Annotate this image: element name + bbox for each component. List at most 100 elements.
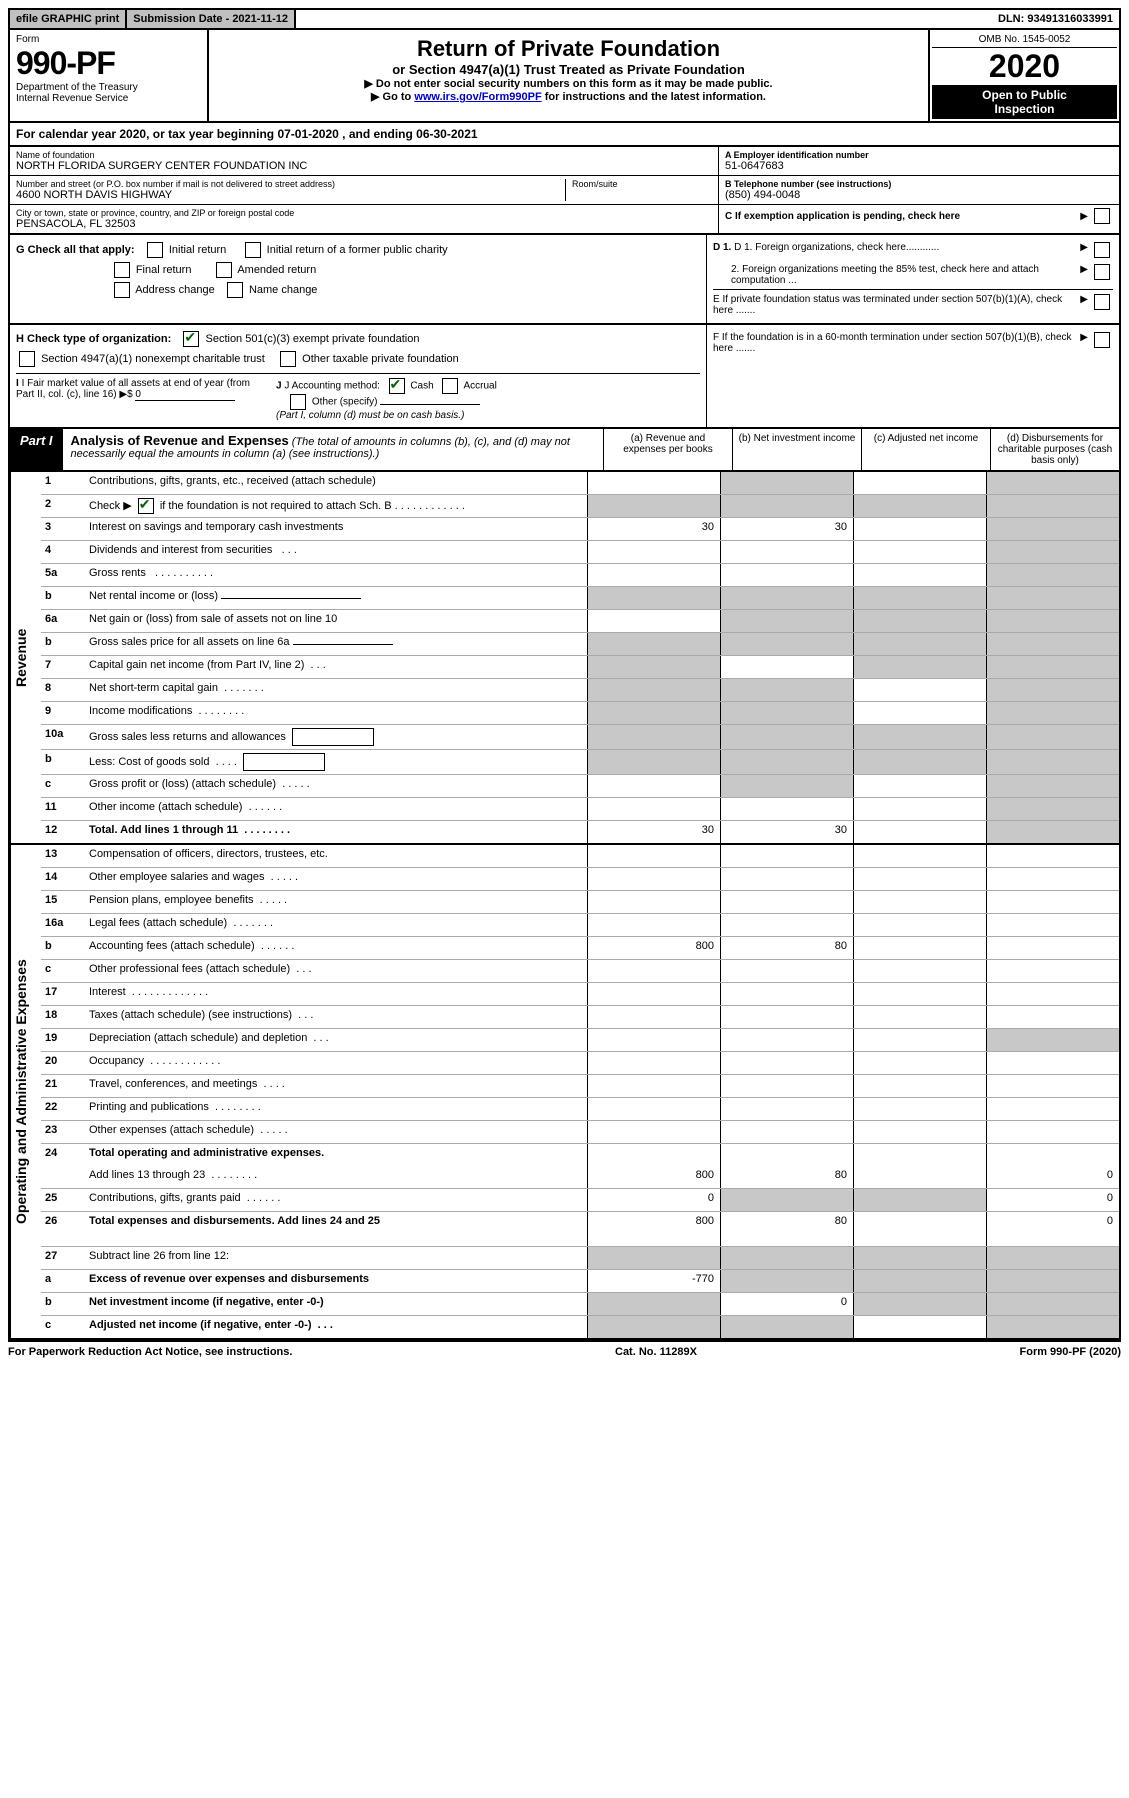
col-b-header: (b) Net investment income bbox=[732, 429, 861, 470]
d2-checkbox[interactable] bbox=[1094, 264, 1110, 280]
ij-row: I I Fair market value of all assets at e… bbox=[16, 373, 700, 421]
instr-pre: ▶ Go to bbox=[371, 91, 414, 103]
table-row: 15Pension plans, employee benefits . . .… bbox=[41, 891, 1119, 914]
header-left: Form 990-PF Department of the Treasury I… bbox=[10, 30, 209, 121]
table-row: 13Compensation of officers, directors, t… bbox=[41, 845, 1119, 868]
table-row: 22Printing and publications . . . . . . … bbox=[41, 1098, 1119, 1121]
table-row: 26Total expenses and disbursements. Add … bbox=[41, 1212, 1119, 1247]
calendar-year: For calendar year 2020, or tax year begi… bbox=[8, 123, 1121, 147]
exemption-checkbox[interactable] bbox=[1094, 208, 1110, 224]
open-public: Open to PublicInspection bbox=[932, 85, 1117, 119]
header-right: OMB No. 1545-0052 2020 Open to PublicIns… bbox=[928, 30, 1119, 121]
d1-checkbox[interactable] bbox=[1094, 242, 1110, 258]
instr-link-row: ▶ Go to www.irs.gov/Form990PF for instru… bbox=[215, 90, 922, 103]
table-row: 19Depreciation (attach schedule) and dep… bbox=[41, 1029, 1119, 1052]
expenses-table: Operating and Administrative Expenses 13… bbox=[8, 845, 1121, 1340]
tax-year: 2020 bbox=[932, 48, 1117, 85]
fmv-value: 0 bbox=[135, 389, 235, 401]
accrual-checkbox[interactable] bbox=[442, 378, 458, 394]
form-word: Form bbox=[16, 34, 201, 45]
h-501-checkbox[interactable] bbox=[183, 331, 199, 347]
name-change-checkbox[interactable] bbox=[227, 282, 243, 298]
check-section-g: G Check all that apply: Initial return I… bbox=[8, 235, 1121, 325]
foundation-name-cell: Name of foundation NORTH FLORIDA SURGERY… bbox=[10, 147, 718, 176]
arrow-icon: ▶ bbox=[1080, 211, 1088, 222]
table-row: 1Contributions, gifts, grants, etc., rec… bbox=[41, 472, 1119, 495]
schb-checkbox[interactable] bbox=[138, 498, 154, 514]
telephone-cell: B Telephone number (see instructions) (8… bbox=[719, 176, 1119, 205]
table-row: 27Subtract line 26 from line 12: bbox=[41, 1247, 1119, 1270]
table-row: 3Interest on savings and temporary cash … bbox=[41, 518, 1119, 541]
cash-checkbox[interactable] bbox=[389, 378, 405, 394]
table-row: bNet rental income or (loss) bbox=[41, 587, 1119, 610]
g-label: G Check all that apply: bbox=[16, 244, 135, 256]
address-change-checkbox[interactable] bbox=[114, 282, 130, 298]
table-row: cAdjusted net income (if negative, enter… bbox=[41, 1316, 1119, 1338]
table-row: 20Occupancy . . . . . . . . . . . . bbox=[41, 1052, 1119, 1075]
table-row: 8Net short-term capital gain . . . . . .… bbox=[41, 679, 1119, 702]
revenue-table: Revenue 1Contributions, gifts, grants, e… bbox=[8, 472, 1121, 845]
e-checkbox[interactable] bbox=[1094, 294, 1110, 310]
irs: Internal Revenue Service bbox=[16, 93, 201, 104]
table-row: 10aGross sales less returns and allowanc… bbox=[41, 725, 1119, 750]
table-row: 16aLegal fees (attach schedule) . . . . … bbox=[41, 914, 1119, 937]
form-subtitle: or Section 4947(a)(1) Trust Treated as P… bbox=[215, 62, 922, 77]
omb-number: OMB No. 1545-0052 bbox=[932, 32, 1117, 48]
e-row: E If private foundation status was termi… bbox=[713, 289, 1113, 319]
revenue-side-label: Revenue bbox=[10, 472, 41, 843]
table-row: cOther professional fees (attach schedul… bbox=[41, 960, 1119, 983]
initial-return-checkbox[interactable] bbox=[147, 242, 163, 258]
dln: DLN: 93491316033991 bbox=[992, 10, 1119, 28]
form-header: Form 990-PF Department of the Treasury I… bbox=[8, 30, 1121, 123]
initial-former-checkbox[interactable] bbox=[245, 242, 261, 258]
efile-print-button[interactable]: efile GRAPHIC print bbox=[10, 10, 127, 28]
top-bar: efile GRAPHIC print Submission Date - 20… bbox=[8, 8, 1121, 30]
h-4947-checkbox[interactable] bbox=[19, 351, 35, 367]
amended-return-checkbox[interactable] bbox=[216, 262, 232, 278]
table-row: Add lines 13 through 23 . . . . . . . .8… bbox=[41, 1166, 1119, 1189]
table-row: 6aNet gain or (loss) from sale of assets… bbox=[41, 610, 1119, 633]
f-checkbox[interactable] bbox=[1094, 332, 1110, 348]
instr-post: for instructions and the latest informat… bbox=[542, 91, 766, 103]
table-row: 5aGross rents . . . . . . . . . . bbox=[41, 564, 1119, 587]
dept-treasury: Department of the Treasury bbox=[16, 82, 201, 93]
col-d-header: (d) Disbursements for charitable purpose… bbox=[990, 429, 1119, 470]
table-row: 24Total operating and administrative exp… bbox=[41, 1144, 1119, 1166]
header-center: Return of Private Foundation or Section … bbox=[209, 30, 928, 121]
h-row2: Section 4947(a)(1) nonexempt charitable … bbox=[16, 351, 700, 367]
table-row: 9Income modifications . . . . . . . . bbox=[41, 702, 1119, 725]
table-row: bNet investment income (if negative, ent… bbox=[41, 1293, 1119, 1316]
irs-link[interactable]: www.irs.gov/Form990PF bbox=[414, 91, 541, 103]
table-row: 18Taxes (attach schedule) (see instructi… bbox=[41, 1006, 1119, 1029]
table-row: 23Other expenses (attach schedule) . . .… bbox=[41, 1121, 1119, 1144]
table-row: bLess: Cost of goods sold . . . . bbox=[41, 750, 1119, 775]
table-row: aExcess of revenue over expenses and dis… bbox=[41, 1270, 1119, 1293]
hij-section: H Check type of organization: Section 50… bbox=[8, 325, 1121, 429]
table-row: 2Check ▶ if the foundation is not requir… bbox=[41, 495, 1119, 518]
table-row: 11Other income (attach schedule) . . . .… bbox=[41, 798, 1119, 821]
paperwork-notice: For Paperwork Reduction Act Notice, see … bbox=[8, 1346, 292, 1358]
instr-ssn: ▶ Do not enter social security numbers o… bbox=[215, 77, 922, 90]
f-row: F If the foundation is in a 60-month ter… bbox=[713, 329, 1113, 357]
h-other-checkbox[interactable] bbox=[280, 351, 296, 367]
other-method-checkbox[interactable] bbox=[290, 394, 306, 410]
info-grid: Name of foundation NORTH FLORIDA SURGERY… bbox=[8, 147, 1121, 235]
expenses-side-label: Operating and Administrative Expenses bbox=[10, 845, 41, 1338]
h-row: H Check type of organization: Section 50… bbox=[16, 331, 700, 347]
table-row: 12Total. Add lines 1 through 11 . . . . … bbox=[41, 821, 1119, 843]
col-a-header: (a) Revenue and expenses per books bbox=[603, 429, 732, 470]
city-cell: City or town, state or province, country… bbox=[10, 205, 718, 233]
form-ref: Form 990-PF (2020) bbox=[1020, 1346, 1121, 1358]
table-row: bAccounting fees (attach schedule) . . .… bbox=[41, 937, 1119, 960]
submission-date: Submission Date - 2021-11-12 bbox=[127, 10, 296, 28]
table-row: cGross profit or (loss) (attach schedule… bbox=[41, 775, 1119, 798]
exemption-pending-cell: C If exemption application is pending, c… bbox=[719, 205, 1119, 227]
table-row: 25Contributions, gifts, grants paid . . … bbox=[41, 1189, 1119, 1212]
final-return-checkbox[interactable] bbox=[114, 262, 130, 278]
ein-cell: A Employer identification number 51-0647… bbox=[719, 147, 1119, 176]
table-row: 14Other employee salaries and wages . . … bbox=[41, 868, 1119, 891]
d1-row: D 1. D 1. Foreign organizations, check h… bbox=[713, 239, 1113, 261]
address-cell: Number and street (or P.O. box number if… bbox=[10, 176, 718, 205]
col-c-header: (c) Adjusted net income bbox=[861, 429, 990, 470]
table-row: 21Travel, conferences, and meetings . . … bbox=[41, 1075, 1119, 1098]
